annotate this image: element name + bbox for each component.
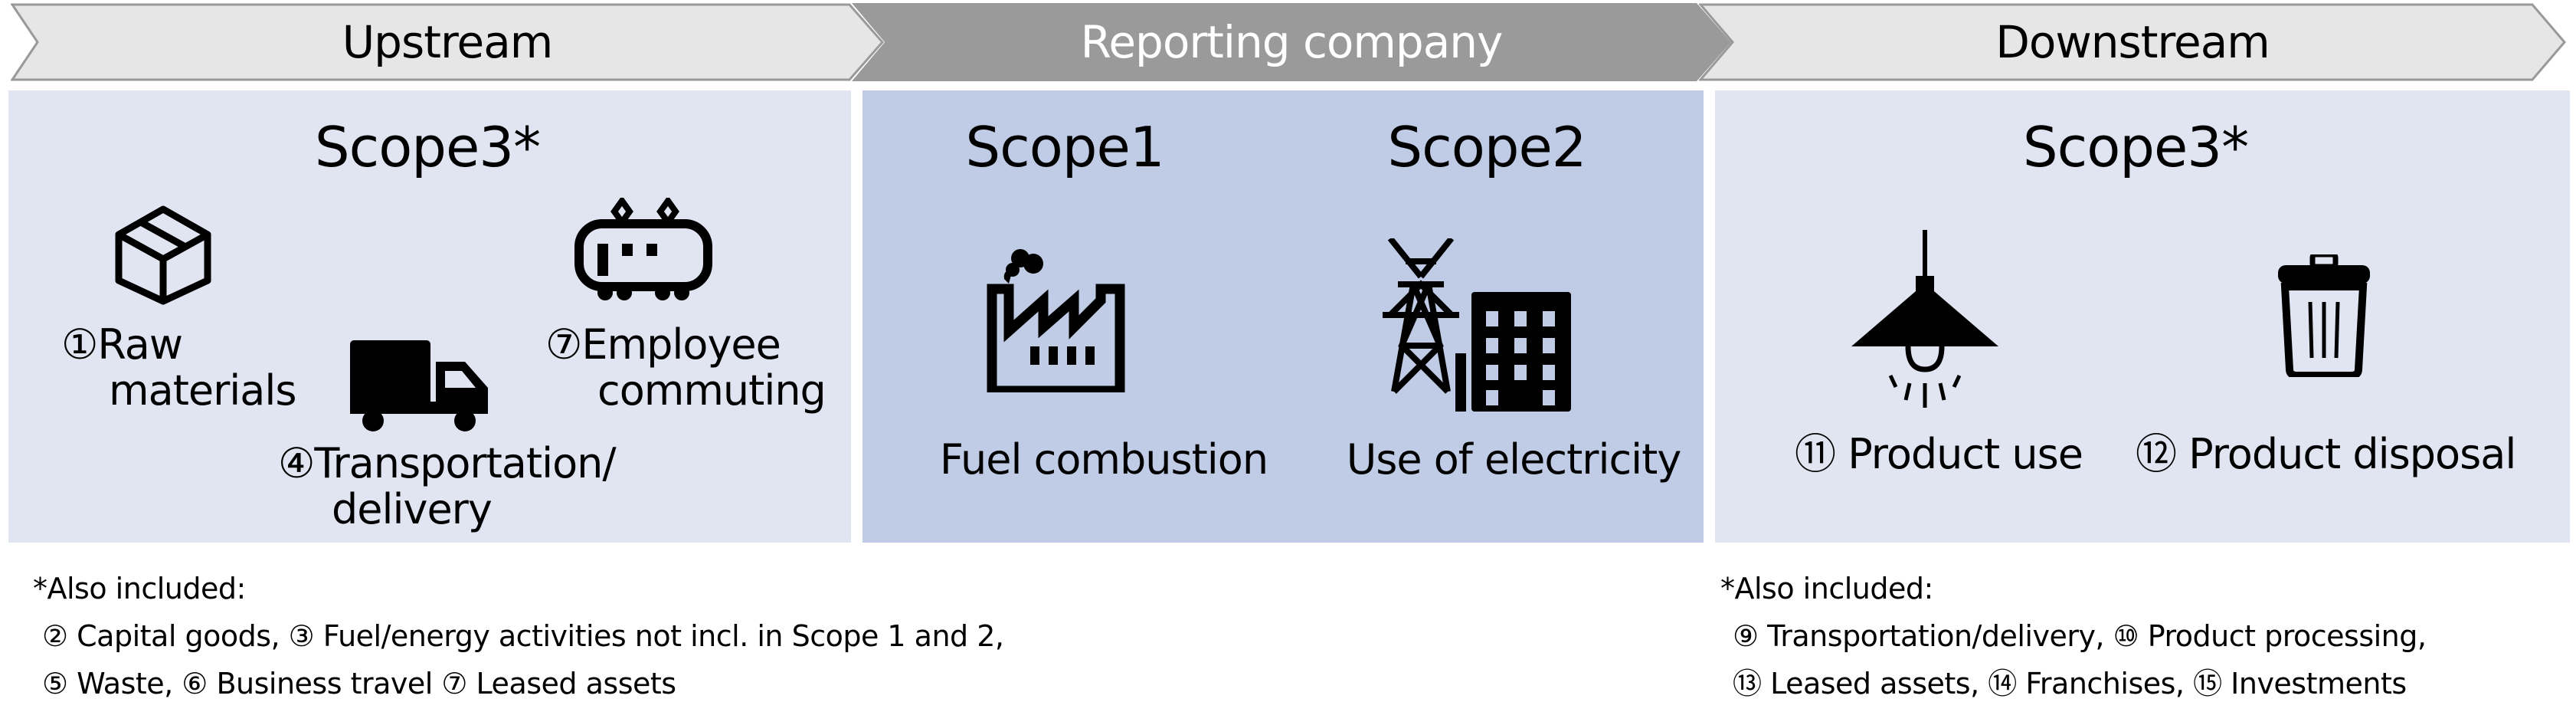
downstream-arrow: Downstream (1699, 3, 2566, 81)
scope2-label: Use of electricity (1346, 435, 1682, 484)
power-tower-building-icon (1383, 238, 1571, 412)
downstream-label: Downstream (1995, 16, 2270, 68)
upstream-footnote-title: *Also included: (33, 572, 246, 605)
item-raw-materials: ①Raw materials (61, 320, 297, 415)
item-label-line2: commuting (597, 366, 826, 415)
upstream-arrow-shape (11, 3, 884, 81)
box-icon (115, 205, 211, 305)
item-employee-commuting: ⑦Employee commuting (545, 322, 826, 414)
downstream-scope3-title: Scope3* (2022, 115, 2249, 179)
factory-icon (987, 249, 1125, 392)
item-number: ⑦ (545, 320, 582, 369)
downstream-footnote-title: *Also included: (1720, 572, 1933, 605)
scope1-label: Fuel combustion (939, 435, 1268, 484)
reporting-company-arrow: Reporting company (852, 3, 1731, 81)
upstream-footnote-line2: ⑤ Waste, ⑥ Business travel ⑦ Leased asse… (42, 667, 676, 700)
downstream-panel (1715, 90, 2570, 543)
item-label-line1: Transportation/ (314, 439, 616, 487)
lamp-icon (1851, 230, 1998, 408)
downstream-footnote-line1: ⑨ Transportation/delivery, ⑩ Product pro… (1733, 619, 2427, 653)
downstream-footnote-line2: ⑬ Leased assets, ⑭ Franchises, ⑮ Investm… (1733, 667, 2407, 700)
item-number: ⑫ (2136, 430, 2177, 478)
upstream-arrow: Upstream (11, 3, 884, 81)
reporting-arrow-shape (852, 3, 1731, 81)
reporting-company-label: Reporting company (1080, 16, 1504, 68)
item-product-use: ⑪ Product use (1795, 431, 2083, 477)
upstream-footnote-line1: ② Capital goods, ③ Fuel/energy activitie… (42, 619, 1004, 653)
item-product-disposal: ⑫ Product disposal (2136, 430, 2516, 478)
train-icon (574, 198, 712, 300)
item-label-line2: materials (109, 366, 297, 415)
scope2-title: Scope2 (1387, 115, 1586, 179)
trash-can-icon (2278, 254, 2370, 377)
upstream-panel (8, 90, 851, 543)
truck-icon (350, 340, 488, 431)
upstream-label: Upstream (342, 16, 554, 68)
item-label: Product use (1848, 430, 2083, 478)
item-number: ⑪ (1795, 430, 1836, 478)
scope1-title: Scope1 (965, 115, 1164, 179)
item-label-line1: Employee (581, 320, 781, 369)
item-label-line1: Raw (97, 320, 183, 369)
item-label-line2: delivery (332, 485, 493, 533)
item-transportation-delivery: ④Transportation/ delivery (278, 439, 617, 533)
upstream-scope3-title: Scope3* (314, 115, 541, 179)
downstream-arrow-shape (1699, 3, 2566, 81)
item-label: Product disposal (2188, 430, 2516, 478)
item-number: ④ (278, 439, 315, 487)
item-number: ① (61, 320, 98, 369)
